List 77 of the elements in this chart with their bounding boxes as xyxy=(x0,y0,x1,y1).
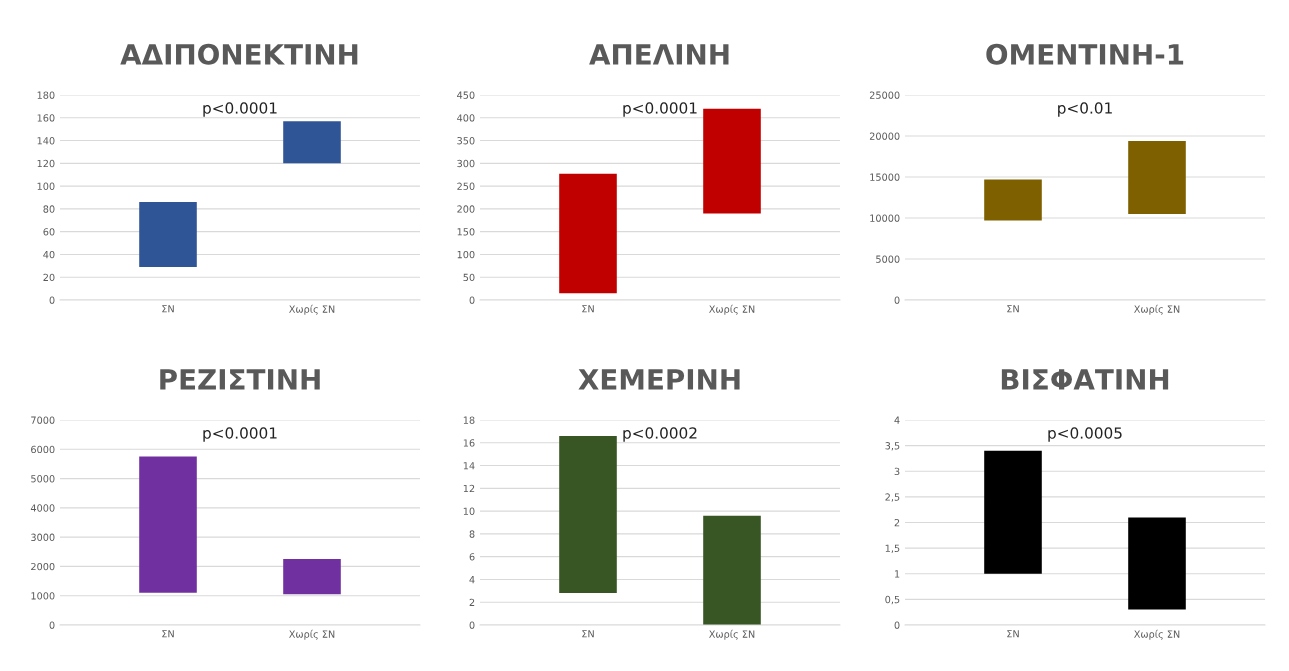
y-tick-label: 2 xyxy=(894,518,900,527)
annotation: p<0.0001 xyxy=(623,102,697,117)
annotation: p<0.0001 xyxy=(203,102,277,117)
chart-title: ΒΙΣΦΑΤΙΝΗ xyxy=(1001,369,1169,390)
y-tick-label: 4 xyxy=(894,416,900,424)
y-tick-label: 0 xyxy=(469,296,475,304)
y-tick-label: 0 xyxy=(894,296,900,304)
y-tick-label: 25000 xyxy=(869,91,900,99)
x-tick-label: ΣΝ xyxy=(1007,630,1019,638)
y-tick-label: 120 xyxy=(37,159,55,168)
y-tick-label: 1,5 xyxy=(885,544,900,553)
annotation: p<0.01 xyxy=(1058,102,1112,117)
y-tick-label: 160 xyxy=(37,114,55,122)
x-tick-label: Χωρίς ΣΝ xyxy=(289,304,335,315)
x-tick-label: Χωρίς ΣΝ xyxy=(709,304,755,315)
y-tick-label: 100 xyxy=(457,250,475,259)
x-tick-label: ΣΝ xyxy=(582,630,594,638)
y-tick-label: 40 xyxy=(43,250,55,259)
x-tick-label: Χωρίς ΣΝ xyxy=(1134,304,1180,315)
x-tick-label: ΣΝ xyxy=(582,305,594,313)
y-tick-label: 150 xyxy=(457,228,475,236)
y-tick-label: 2000 xyxy=(31,562,55,571)
y-tick-label: 400 xyxy=(457,114,475,122)
y-tick-label: 450 xyxy=(457,91,475,99)
y-tick-label: 6 xyxy=(469,553,475,561)
y-tick-label: 4000 xyxy=(30,504,55,512)
y-tick-label: 0 xyxy=(49,621,55,629)
y-tick-label: 180 xyxy=(37,91,55,99)
y-tick-label: 15000 xyxy=(870,173,900,181)
y-tick-label: 20000 xyxy=(869,132,900,140)
y-tick-label: 10000 xyxy=(870,214,900,222)
y-tick-label: 300 xyxy=(457,159,475,168)
y-tick-label: 250 xyxy=(457,182,475,190)
y-tick-label: 0 xyxy=(894,621,900,629)
y-tick-label: 3,5 xyxy=(885,442,900,451)
chart-title: ΟΜΕΝΤΙΝΗ-1 xyxy=(986,43,1184,65)
y-tick-label: 2,5 xyxy=(885,493,900,502)
y-tick-label: 200 xyxy=(457,205,475,213)
y-tick-label: 10 xyxy=(463,507,475,515)
y-tick-label: 100 xyxy=(37,182,55,190)
y-tick-label: 2 xyxy=(469,598,475,606)
y-tick-label: 6000 xyxy=(31,445,55,454)
y-tick-label: 50 xyxy=(463,273,475,282)
y-tick-label: 350 xyxy=(457,137,475,145)
x-tick-label: ΣΝ xyxy=(1007,305,1019,313)
y-tick-label: 7000 xyxy=(31,416,55,424)
y-tick-label: 0,5 xyxy=(885,595,900,605)
y-tick-label: 140 xyxy=(37,137,55,145)
y-tick-label: 8 xyxy=(469,530,475,538)
chart-title: ΑΠΕΛΙΝΗ xyxy=(589,44,729,65)
y-tick-label: 0 xyxy=(469,621,475,629)
chart-title: ΑΔΙΠΟΝΕΚΤΙΝΗ xyxy=(120,43,358,65)
annotation: p<0.0002 xyxy=(623,427,697,442)
y-tick-label: 14 xyxy=(463,462,475,470)
y-tick-label: 16 xyxy=(463,439,475,447)
y-tick-label: 0 xyxy=(49,296,55,304)
x-tick-label: ΣΝ xyxy=(162,305,174,313)
y-tick-label: 3000 xyxy=(31,533,55,541)
chart-title: ΧΕΜΕΡΙΝΗ xyxy=(578,369,740,390)
y-tick-label: 18 xyxy=(463,416,475,424)
chart-title: ΡΕΖΙΣΤΙΝΗ xyxy=(160,369,320,390)
x-tick-label: Χωρίς ΣΝ xyxy=(709,629,755,640)
annotation: p<0.0001 xyxy=(203,427,277,442)
y-tick-label: 20 xyxy=(43,273,55,282)
annotation: p<0.0005 xyxy=(1048,427,1122,442)
x-tick-label: ΣΝ xyxy=(162,630,174,638)
y-tick-label: 3 xyxy=(894,467,900,476)
y-tick-label: 1 xyxy=(895,570,900,578)
x-tick-label: Χωρίς ΣΝ xyxy=(1134,629,1180,640)
y-tick-label: 60 xyxy=(43,228,55,236)
x-tick-label: Χωρίς ΣΝ xyxy=(289,629,335,640)
y-tick-label: 80 xyxy=(43,205,55,213)
y-tick-label: 5000 xyxy=(876,255,900,263)
y-tick-label: 4 xyxy=(469,576,475,584)
y-tick-label: 1000 xyxy=(31,592,55,600)
y-tick-label: 12 xyxy=(463,484,475,493)
y-tick-label: 5000 xyxy=(31,475,55,483)
